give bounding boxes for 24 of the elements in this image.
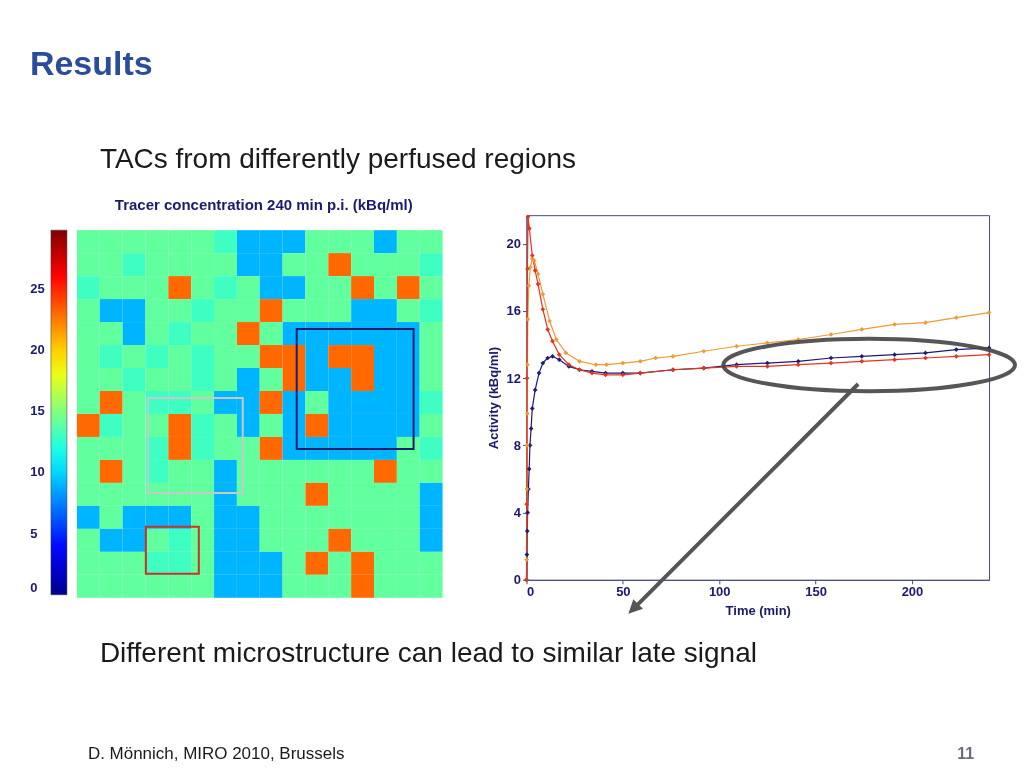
y-tick-label: 16 (506, 303, 521, 319)
y-tick-label: 8 (513, 437, 521, 453)
x-tick-label: 100 (708, 584, 731, 600)
y-tick-label: 20 (506, 236, 521, 252)
y-tick-label: 0 (513, 572, 521, 588)
color-bar-label: 25 (30, 280, 45, 296)
text: Different microstructure can lead to similar late signal (99, 636, 757, 668)
y-tick-label: 4 (513, 505, 522, 521)
x-tick-label: 200 (901, 584, 924, 600)
x-tick-label: 50 (616, 584, 631, 600)
x-tick-label: 0 (526, 584, 535, 600)
text: TACs from differently perfused regions (99, 143, 577, 175)
chart-title: Tracer concentration 240 min p.i. (kBq/ml) (114, 196, 413, 214)
text: D. Mönnich, MIRO 2010, Brussels (87, 743, 345, 763)
y-axis-title: Activity (kBq/ml) (485, 346, 501, 450)
text: Results (29, 44, 153, 83)
color-bar-label: 15 (30, 403, 45, 419)
color-bar-label: 5 (30, 525, 38, 541)
y-tick-label: 12 (506, 370, 521, 386)
text: 11 (957, 744, 975, 762)
x-axis-title: Time (min) (725, 603, 791, 619)
color-bar-label: 20 (30, 342, 45, 358)
color-bar-label: 10 (30, 464, 45, 480)
x-tick-label: 150 (805, 584, 827, 600)
